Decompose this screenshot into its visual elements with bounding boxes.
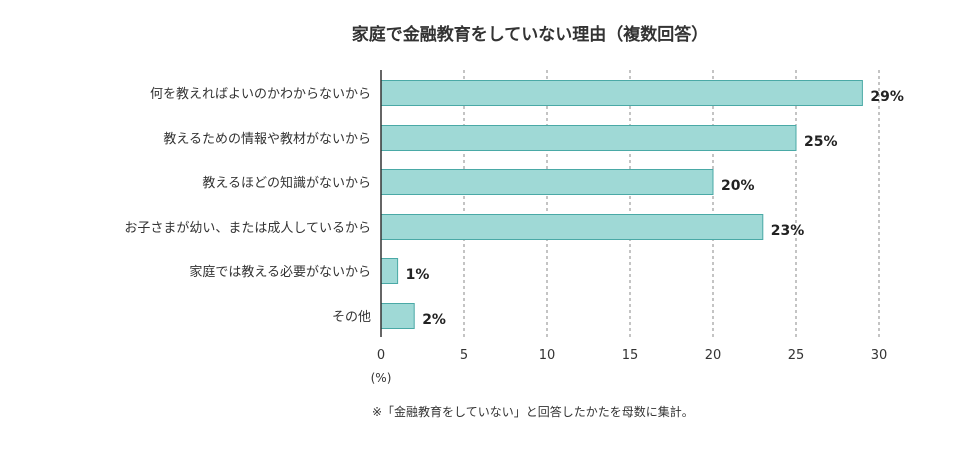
- bar-2: [380, 169, 714, 195]
- category-label-4: 家庭では教える必要がないから: [189, 264, 371, 280]
- bar-5: [380, 303, 415, 329]
- value-labels: 29% 25% 20% 23% 1% 2%: [406, 89, 904, 328]
- x-tick-25: 25: [788, 348, 805, 363]
- bar-0: [380, 80, 863, 106]
- bar-1: [380, 125, 797, 151]
- x-tick-30: 30: [871, 348, 888, 363]
- bars: [380, 80, 863, 329]
- value-label-4: 1%: [406, 267, 430, 283]
- value-label-3: 23%: [771, 223, 805, 239]
- x-tick-20: 20: [705, 348, 722, 363]
- x-tick-5: 5: [460, 348, 468, 363]
- x-tick-labels: 0 5 10 15 20 25 30: [377, 348, 887, 363]
- chart-title: 家庭で金融教育をしていない理由（複数回答）: [352, 24, 709, 45]
- category-label-3: お子さまが幼い、または成人しているから: [124, 221, 371, 236]
- x-tick-10: 10: [539, 348, 556, 363]
- x-tick-15: 15: [622, 348, 639, 363]
- category-label-2: 教えるほどの知識がないから: [202, 175, 371, 191]
- value-label-5: 2%: [422, 312, 446, 328]
- category-label-0: 何を教えればよいのかわからないから: [150, 86, 371, 102]
- value-label-0: 29%: [870, 89, 904, 105]
- category-labels: 何を教えればよいのかわからないから教えるための情報や教材がないから教えるほどの知…: [124, 86, 371, 325]
- value-label-2: 20%: [721, 178, 755, 194]
- bar-4: [380, 258, 399, 284]
- grid-lines: [463, 70, 880, 337]
- x-axis-unit-label: (%): [371, 371, 392, 385]
- bar-3: [380, 214, 764, 240]
- value-label-1: 25%: [804, 134, 838, 150]
- category-label-5: その他: [332, 310, 371, 325]
- footnote: ※「金融教育をしていない」と回答したかたを母数に集計。: [372, 404, 694, 419]
- x-tick-0: 0: [377, 348, 385, 363]
- category-label-1: 教えるための情報や教材がないから: [163, 131, 371, 147]
